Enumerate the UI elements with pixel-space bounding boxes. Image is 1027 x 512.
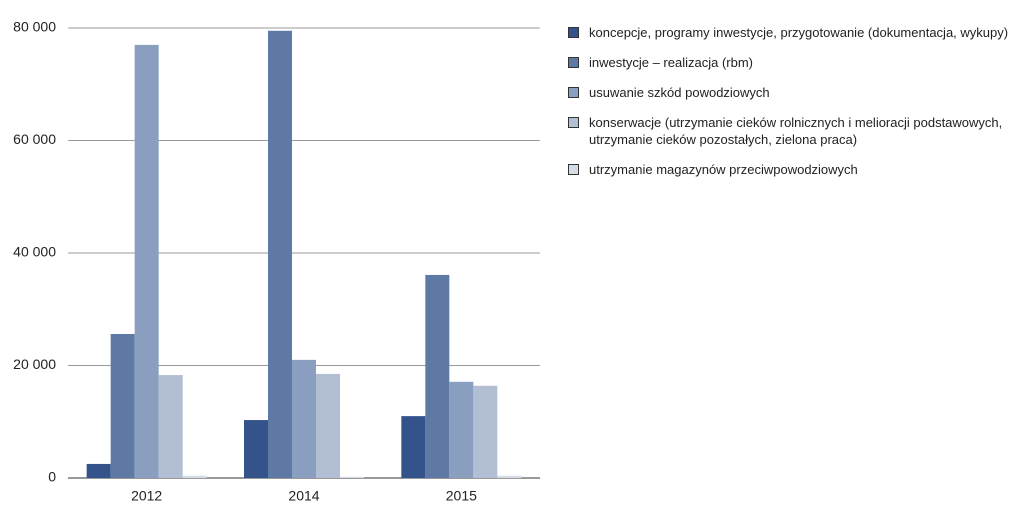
- legend-swatch: [568, 164, 579, 175]
- x-tick-label: 2014: [288, 488, 319, 504]
- bar: [244, 420, 268, 478]
- bar: [401, 416, 426, 478]
- bar: [497, 475, 522, 478]
- bar: [268, 30, 292, 478]
- bar: [134, 44, 159, 478]
- bar: [110, 334, 135, 478]
- legend: koncepcje, programy inwestycje, przygoto…: [568, 24, 1018, 191]
- x-tick-label: 2012: [131, 488, 162, 504]
- bar: [425, 274, 450, 478]
- y-tick-label: 80 000: [13, 19, 56, 35]
- bar: [86, 463, 111, 478]
- y-tick-label: 40 000: [13, 244, 56, 260]
- bar: [340, 476, 364, 478]
- bar: [182, 475, 207, 478]
- y-tick-label: 0: [48, 469, 56, 485]
- legend-label: usuwanie szkód powodziowych: [589, 85, 770, 100]
- legend-item: koncepcje, programy inwestycje, przygoto…: [568, 24, 1018, 41]
- legend-label: koncepcje, programy inwestycje, przygoto…: [589, 25, 1009, 40]
- legend-item: usuwanie szkód powodziowych: [568, 84, 1018, 101]
- y-tick-label: 20 000: [13, 356, 56, 372]
- legend-item: konserwacje (utrzymanie cieków rolniczny…: [568, 114, 1018, 148]
- legend-swatch: [568, 27, 579, 38]
- legend-item: inwestycje – realizacja (rbm): [568, 54, 1018, 71]
- legend-swatch: [568, 87, 579, 98]
- legend-item: utrzymanie magazynów przeciwpowodziowych: [568, 161, 1018, 178]
- legend-label: konserwacje (utrzymanie cieków rolniczny…: [589, 115, 1003, 147]
- bar: [316, 373, 340, 478]
- legend-label: inwestycje – realizacja (rbm): [589, 55, 753, 70]
- legend-swatch: [568, 57, 579, 68]
- y-tick-label: 60 000: [13, 131, 56, 147]
- bar: [473, 385, 498, 478]
- bar: [158, 375, 183, 478]
- x-tick-label: 2015: [446, 488, 477, 504]
- bar: [292, 359, 316, 478]
- legend-label: utrzymanie magazynów przeciwpowodziowych: [589, 162, 858, 177]
- bar: [449, 381, 474, 478]
- chart: 0 20 000 40 000 60 000 80 000 2012 2014 2015: [13, 19, 540, 504]
- legend-swatch: [568, 117, 579, 128]
